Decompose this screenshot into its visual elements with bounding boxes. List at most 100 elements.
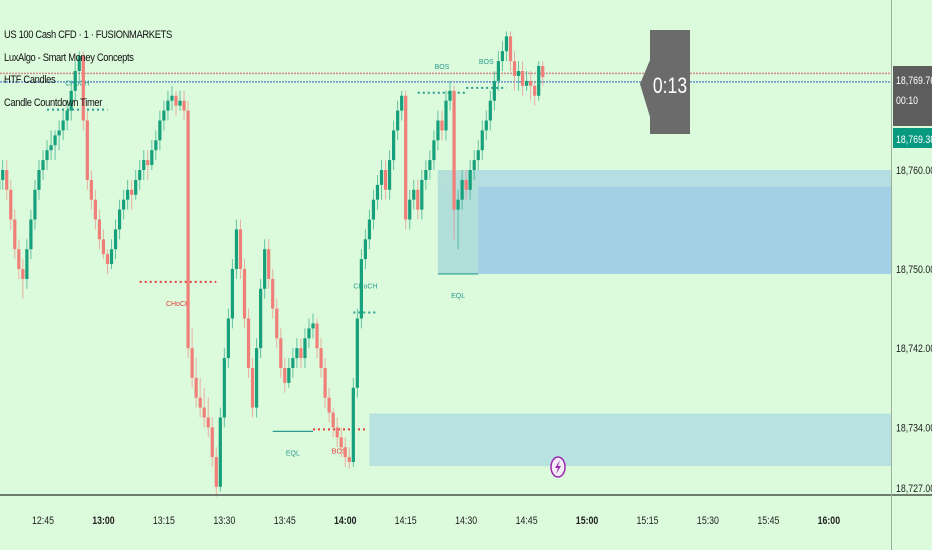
- candle-body: [541, 66, 545, 78]
- candle-body: [444, 100, 448, 131]
- candle: [190, 328, 194, 388]
- candle-body: [154, 140, 158, 151]
- structure-label: EQL: [451, 293, 465, 300]
- candle-body: [130, 189, 134, 195]
- structure-label: BOS: [332, 448, 347, 455]
- candle-body: [327, 397, 331, 413]
- candle: [218, 407, 222, 492]
- structure-label: BOS: [435, 64, 450, 71]
- candle: [89, 170, 93, 210]
- indicator-smc[interactable]: LuxAlgo - Smart Money Concepts: [4, 51, 134, 64]
- candle-body: [93, 199, 97, 220]
- candle: [214, 447, 218, 497]
- candle: [287, 358, 291, 388]
- candle-body: [214, 457, 218, 487]
- candle: [408, 189, 412, 230]
- candle: [5, 160, 9, 200]
- candle: [432, 130, 436, 170]
- candle-body: [73, 71, 77, 91]
- indicator-htf-candles[interactable]: HTF Candles: [4, 74, 56, 86]
- candle-body: [138, 170, 142, 180]
- candle: [375, 174, 380, 210]
- candle: [412, 179, 416, 210]
- zone-box: [369, 413, 891, 467]
- candle-body: [295, 348, 299, 359]
- candles-layer: [0, 31, 545, 497]
- candle-body: [529, 80, 533, 86]
- candle: [45, 140, 49, 170]
- candle: [303, 328, 307, 368]
- candle-body: [166, 100, 170, 111]
- candle: [359, 249, 363, 329]
- candle: [383, 160, 388, 200]
- candle: [198, 377, 202, 418]
- price-axis[interactable]: 18,760.00 18,750.00 18,742.00 18,734.00 18,7…: [896, 165, 932, 495]
- candle-body: [428, 160, 432, 170]
- candle-body: [311, 323, 315, 329]
- candle: [250, 358, 255, 418]
- candle: [178, 90, 182, 111]
- candle: [299, 338, 303, 368]
- candle: [488, 90, 492, 131]
- candle: [480, 120, 484, 161]
- candle-body: [85, 120, 89, 180]
- price-tick-label: 18,760.00: [896, 165, 932, 177]
- candle: [150, 140, 154, 170]
- candle-body: [267, 249, 271, 279]
- candle: [396, 100, 400, 141]
- indicator-countdown[interactable]: Candle Countdown Timer: [4, 96, 103, 109]
- candle-body: [396, 110, 400, 131]
- time-axis[interactable]: 12:45 13:00 13:15 13:30 13:45 14:00 14:15 14:30…: [32, 515, 841, 527]
- candle-body: [226, 318, 230, 359]
- candle-body: [122, 199, 126, 210]
- candle-body: [279, 338, 283, 368]
- candle: [387, 150, 392, 200]
- candle: [428, 150, 432, 180]
- candle-body: [533, 85, 537, 96]
- candle-body: [29, 219, 33, 250]
- candle-body: [492, 80, 496, 101]
- candle-body: [162, 110, 166, 121]
- candle: [158, 110, 162, 151]
- candle: [267, 239, 271, 289]
- candle-body: [307, 328, 311, 339]
- candle-body: [303, 338, 307, 359]
- candle: [392, 120, 396, 170]
- candle-body: [182, 100, 186, 111]
- candle: [77, 51, 81, 81]
- candle: [21, 259, 25, 299]
- countdown-label: 0:13: [653, 74, 687, 98]
- candle-body: [476, 150, 480, 161]
- candle-body: [246, 318, 251, 368]
- candle-body: [484, 120, 488, 131]
- candle: [234, 219, 239, 279]
- candle: [347, 447, 351, 469]
- candle: [520, 61, 525, 96]
- time-tick-label: 13:15: [153, 515, 175, 527]
- candle: [33, 179, 37, 230]
- last-price-tag: 18,769.76 00:10: [893, 66, 932, 126]
- candle: [355, 308, 359, 398]
- candle-body: [25, 249, 29, 279]
- price-tick-label: 18,742.00: [896, 343, 932, 355]
- candle: [424, 160, 428, 190]
- candle: [166, 90, 170, 121]
- candle-body: [234, 229, 239, 269]
- candle: [1, 160, 5, 190]
- candle: [484, 110, 488, 141]
- candle-body: [238, 229, 243, 269]
- candle-body: [315, 323, 319, 349]
- symbol-title[interactable]: US 100 Cash CFD · 1 · FUSIONMARKETS: [4, 29, 172, 41]
- candle: [73, 61, 77, 101]
- lightning-icon[interactable]: [550, 456, 566, 478]
- candle: [57, 120, 61, 151]
- candle: [327, 387, 331, 423]
- candle: [186, 100, 190, 359]
- time-tick-label: 13:45: [274, 515, 296, 527]
- candle: [53, 130, 57, 161]
- current-price-tag: 18,769.38: [893, 128, 932, 148]
- structure-label: CHoCH: [65, 81, 89, 88]
- time-tick-label: 15:15: [636, 515, 658, 527]
- candle-body: [283, 368, 287, 383]
